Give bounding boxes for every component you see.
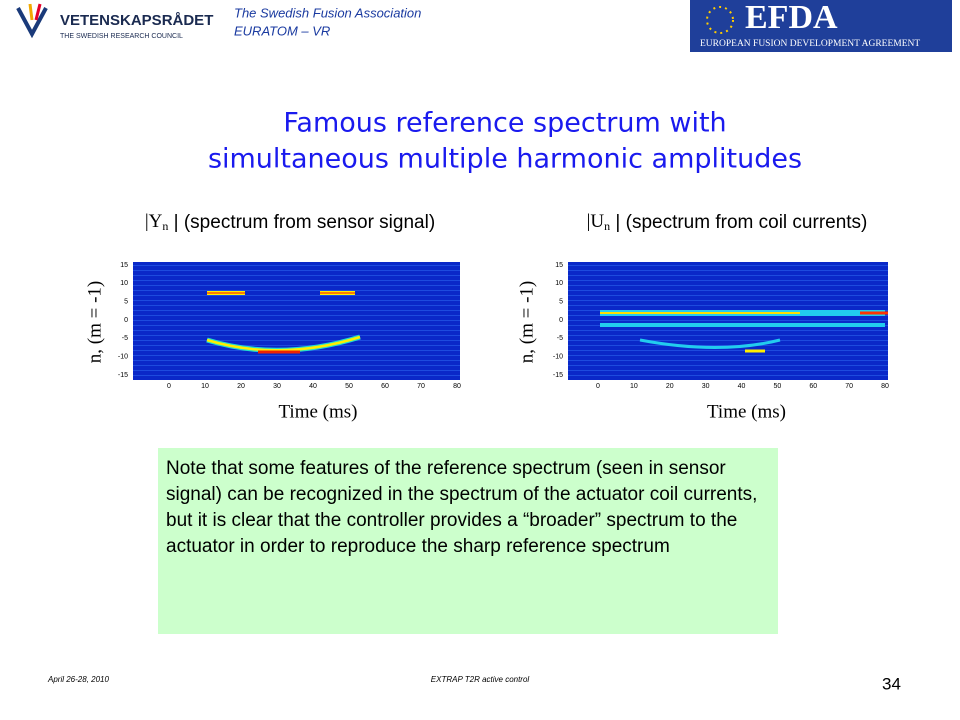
page-number: 34 bbox=[882, 674, 901, 693]
caption-text: | (spectrum from sensor signal) bbox=[168, 212, 435, 233]
association: The Swedish Fusion Association bbox=[234, 5, 421, 20]
x-tick-label: 40 bbox=[738, 383, 746, 390]
y-tick-label: 5 bbox=[124, 299, 128, 306]
y-tick-label: 10 bbox=[120, 280, 128, 287]
efda-subtext: EUROPEAN FUSION DEVELOPMENT AGREEMENT bbox=[700, 39, 920, 49]
x-tick-label: 60 bbox=[809, 383, 817, 390]
y-tick-label: 10 bbox=[555, 280, 563, 287]
x-tick-label: 10 bbox=[630, 383, 638, 390]
y-tick-label: 0 bbox=[124, 317, 128, 324]
y-tick-label: -10 bbox=[118, 354, 128, 361]
x-tick-label: 0 bbox=[596, 383, 600, 390]
note: Note that some features of the reference… bbox=[158, 448, 778, 634]
x-tick-label: 70 bbox=[845, 383, 853, 390]
panel-caption: |Yn | (spectrum from sensor signal) bbox=[145, 211, 435, 233]
title-line: Famous reference spectrum with bbox=[283, 108, 726, 139]
panel-caption: |Un | (spectrum from coil currents) bbox=[587, 211, 868, 233]
caption-symbol: |U bbox=[587, 211, 605, 232]
y-tick-label: 15 bbox=[120, 262, 128, 269]
x-tick-label: 40 bbox=[309, 383, 317, 390]
logo-subtext: THE SWEDISH RESEARCH COUNCIL bbox=[60, 33, 183, 40]
caption-symbol: |Y bbox=[145, 211, 163, 232]
logo-vr: VETENSKAPSRÅDET THE SWEDISH RESEARCH COU… bbox=[16, 3, 213, 40]
y-axis-label: n, (m = -1) bbox=[516, 281, 537, 363]
footer-center: EXTRAP T2R active control bbox=[431, 675, 530, 684]
x-tick-label: 0 bbox=[167, 383, 171, 390]
euratom: EURATOM – VR bbox=[234, 23, 330, 38]
y-tick-label: -15 bbox=[553, 372, 563, 379]
x-tick-label: 80 bbox=[881, 383, 889, 390]
efda-text: EFDA bbox=[745, 0, 838, 36]
x-axis-label: Time (ms) bbox=[278, 401, 357, 422]
y-tick-label: 0 bbox=[559, 317, 563, 324]
x-tick-label: 70 bbox=[417, 383, 425, 390]
x-tick-label: 20 bbox=[237, 383, 245, 390]
title-line: simultaneous multiple harmonic amplitude… bbox=[208, 144, 802, 175]
spectrogram-2 bbox=[568, 262, 888, 380]
x-tick-label: 10 bbox=[201, 383, 209, 390]
caption-subscript: n bbox=[162, 219, 168, 233]
x-tick-label: 80 bbox=[453, 383, 461, 390]
footer-date: April 26-28, 2010 bbox=[47, 675, 109, 684]
logo-text: VETENSKAPSRÅDET bbox=[60, 12, 213, 29]
x-axis-label: Time (ms) bbox=[707, 401, 786, 422]
y-tick-label: -15 bbox=[118, 372, 128, 379]
caption-text: | (spectrum from coil currents) bbox=[610, 212, 867, 233]
y-tick-label: 15 bbox=[555, 262, 563, 269]
x-tick-label: 20 bbox=[666, 383, 674, 390]
y-tick-label: -10 bbox=[553, 354, 563, 361]
y-tick-label: 5 bbox=[559, 299, 563, 306]
x-tick-label: 60 bbox=[381, 383, 389, 390]
caption-subscript: n bbox=[604, 219, 610, 233]
x-tick-label: 50 bbox=[773, 383, 781, 390]
spectrogram-1 bbox=[133, 262, 460, 380]
y-tick-label: -5 bbox=[122, 335, 128, 342]
y-tick-label: -5 bbox=[557, 335, 563, 342]
x-tick-label: 30 bbox=[273, 383, 281, 390]
x-tick-label: 30 bbox=[702, 383, 710, 390]
y-axis-label: n, (m = -1) bbox=[84, 281, 105, 363]
logo-efda: EFDA EUROPEAN FUSION DEVELOPMENT AGREEME… bbox=[690, 0, 952, 52]
x-tick-label: 50 bbox=[345, 383, 353, 390]
